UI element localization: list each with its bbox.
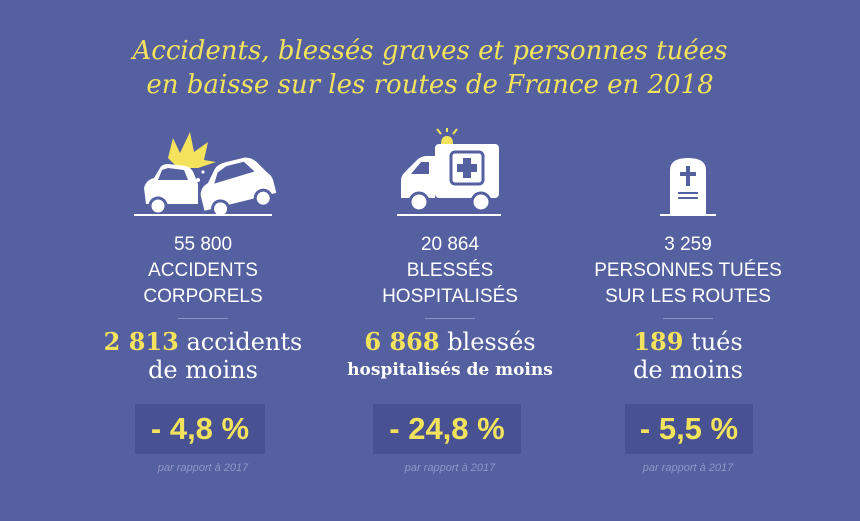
- divider: [425, 318, 475, 319]
- diff-number: 189: [633, 327, 684, 356]
- tombstone-icon: [568, 128, 808, 220]
- comparison-note: par rapport à 2017: [642, 462, 734, 474]
- stat-label-2: CORPORELS: [143, 286, 263, 307]
- ambulance-icon: [330, 128, 570, 220]
- percent-badge: - 4,8 %: [135, 404, 265, 454]
- divider: [663, 318, 713, 319]
- diff-number: 2 813: [103, 327, 179, 356]
- diff-number: 6 868: [364, 327, 440, 356]
- percent-badge: - 24,8 %: [373, 404, 521, 454]
- stat-column-accidents: 55 800 ACCIDENTS CORPORELS 2 813 acciden…: [83, 128, 323, 508]
- comparison-note: par rapport à 2017: [157, 462, 249, 474]
- comparison-note: par rapport à 2017: [404, 462, 496, 474]
- title-line-2: en baisse sur les routes de France en 20…: [146, 70, 714, 100]
- stat-hospitalised: 20 864 BLESSÉS HOSPITALISÉS: [330, 232, 570, 310]
- diff-text-1: accidents: [186, 328, 303, 356]
- stat-number: 55 800: [173, 234, 233, 255]
- diff-text-2: de moins: [633, 356, 743, 384]
- diff-text-1: tués: [691, 328, 743, 356]
- stat-label-2: HOSPITALISÉS: [382, 286, 518, 307]
- diff-text-1: blessés: [447, 328, 536, 356]
- divider: [178, 318, 228, 319]
- percent-badge: - 5,5 %: [625, 404, 753, 454]
- diff-text-2: de moins: [148, 356, 258, 384]
- stat-column-hospitalised: 20 864 BLESSÉS HOSPITALISÉS 6 868 blessé…: [330, 128, 570, 508]
- diff-accidents: 2 813 accidents de moins: [83, 327, 323, 385]
- diff-text-2: hospitalisés de moins: [347, 360, 553, 380]
- stat-accidents: 55 800 ACCIDENTS CORPORELS: [83, 232, 323, 310]
- stat-killed: 3 259 PERSONNES TUÉES SUR LES ROUTES: [568, 232, 808, 310]
- diff-hospitalised: 6 868 blessés hospitalisés de moins: [330, 328, 570, 384]
- stat-number: 3 259: [664, 234, 712, 255]
- stat-label-1: ACCIDENTS: [148, 260, 258, 281]
- stat-label-1: BLESSÉS: [406, 260, 494, 281]
- diff-killed: 189 tués de moins: [568, 327, 808, 385]
- title-line-1: Accidents, blessés graves et personnes t…: [132, 36, 728, 66]
- stat-column-killed: 3 259 PERSONNES TUÉES SUR LES ROUTES 189…: [568, 128, 808, 508]
- stat-number: 20 864: [420, 234, 480, 255]
- stat-label-2: SUR LES ROUTES: [605, 286, 771, 307]
- page-title: Accidents, blessés graves et personnes t…: [0, 34, 860, 102]
- stat-label-1: PERSONNES TUÉES: [594, 260, 782, 281]
- car-crash-icon: [83, 128, 323, 220]
